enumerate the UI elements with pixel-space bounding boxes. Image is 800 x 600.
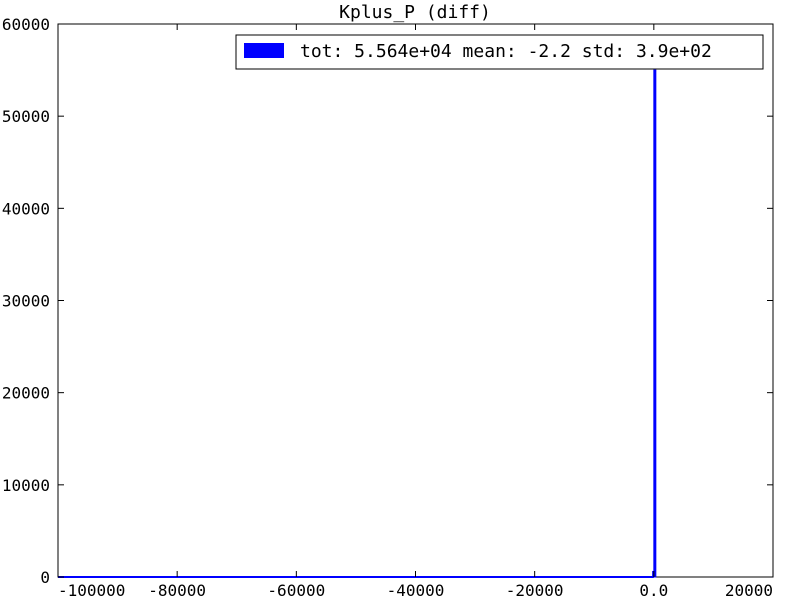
y-tick-label: 20000 xyxy=(2,384,50,403)
x-tick-label: 20000 xyxy=(725,581,773,600)
x-tick-label: -80000 xyxy=(148,581,206,600)
x-tick-label: -100000 xyxy=(58,581,125,600)
y-tick-label: 60000 xyxy=(2,15,50,34)
x-tick-label: -60000 xyxy=(267,581,325,600)
legend-box xyxy=(235,34,764,70)
y-tick-label: 50000 xyxy=(2,107,50,126)
y-tick-label: 10000 xyxy=(2,476,50,495)
chart-title: Kplus_P (diff) xyxy=(339,2,491,23)
plot-area-frame xyxy=(57,23,774,578)
legend-label: tot: 5.564e+04 mean: -2.2 std: 3.9e+02 xyxy=(300,41,712,62)
x-tick-label: 0.0 xyxy=(639,581,668,600)
legend: tot: 5.564e+04 mean: -2.2 std: 3.9e+02 xyxy=(235,34,764,70)
y-axis: 0 10000 20000 30000 40000 50000 60000 xyxy=(2,15,773,587)
x-tick-label: -20000 xyxy=(506,581,564,600)
legend-swatch xyxy=(244,43,284,58)
y-tick-label: 30000 xyxy=(2,292,50,311)
x-tick-label: -40000 xyxy=(387,581,445,600)
histogram-bar xyxy=(653,69,657,578)
y-tick-label: 40000 xyxy=(2,199,50,218)
y-tick-label: 0 xyxy=(40,568,50,587)
x-axis: -100000 -80000 -60000 -40000 -20000 0.0 20000 xyxy=(57,24,774,600)
